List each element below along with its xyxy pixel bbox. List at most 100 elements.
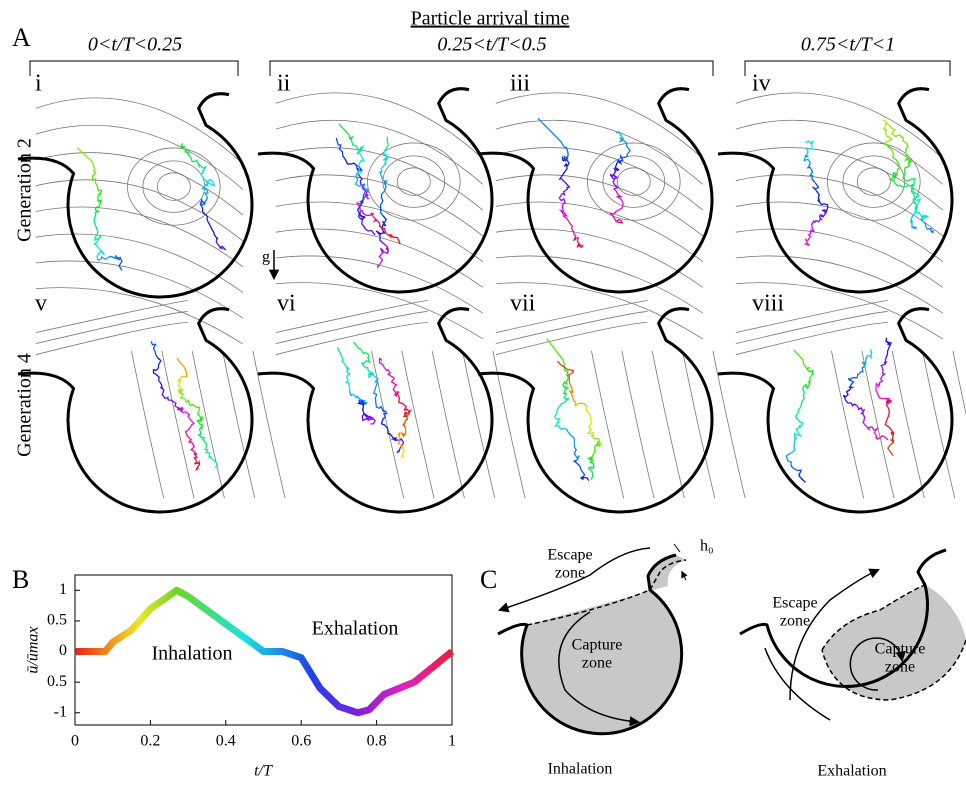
trajectory: [556, 360, 575, 374]
trajectory: [790, 464, 798, 472]
streamline: [222, 350, 256, 499]
trajectory: [848, 381, 855, 392]
trajectory: [357, 401, 365, 411]
time-range: 0<t/T<0.25: [88, 34, 182, 56]
trajectory: [380, 158, 388, 173]
trajectory: [91, 170, 98, 187]
trajectory: [178, 406, 184, 414]
vortex-line: [127, 147, 221, 226]
trajectory: [793, 432, 802, 439]
subpanel-label: v: [35, 291, 47, 317]
trajectory: [619, 139, 632, 155]
trajectory: [856, 405, 865, 412]
streamline: [735, 311, 888, 345]
trajectory: [579, 475, 590, 481]
trajectory: [197, 434, 208, 448]
annotation: Exhalation: [312, 618, 399, 640]
subpanel: iii: [477, 71, 714, 340]
trajectory: [844, 397, 858, 407]
y-tick-label: 0: [59, 642, 67, 659]
zone-label: zone: [582, 655, 612, 672]
streamline: [735, 228, 944, 288]
trajectory: [96, 255, 109, 262]
vortex-line: [156, 172, 191, 201]
subpanel-label: iii: [510, 71, 530, 97]
row-label: Generation 4: [14, 353, 36, 457]
streamline: [735, 119, 944, 185]
x-tick-label: 1: [448, 733, 456, 750]
trajectory: [381, 179, 389, 195]
subpanel: vii: [477, 291, 746, 514]
trajectory: [587, 422, 595, 436]
y-tick-label: 1: [59, 581, 67, 598]
streamline: [131, 350, 165, 499]
trajectory: [587, 456, 594, 462]
trajectory: [927, 227, 935, 234]
trajectory: [615, 218, 624, 224]
chamber-wall: [717, 307, 954, 514]
vortex-line: [827, 142, 921, 221]
chamber-wall: [257, 87, 494, 294]
trajectory: [570, 225, 577, 242]
vortex-line: [142, 160, 206, 213]
trajectory: [811, 178, 820, 192]
trajectory: [572, 459, 586, 477]
trajectory: [890, 172, 898, 187]
trajectory: [558, 203, 566, 216]
x-tick-label: 0.8: [367, 733, 387, 750]
streamline: [371, 350, 405, 499]
trajectory: [880, 363, 887, 377]
trajectory: [185, 399, 201, 413]
zone-label: Capture: [875, 641, 926, 658]
trajectory: [95, 198, 102, 208]
trajectory: [558, 174, 571, 189]
streamline: [35, 206, 244, 267]
subpanel: iv: [717, 71, 954, 340]
trajectory: [179, 392, 187, 403]
vortex-line: [382, 155, 446, 208]
trajectory: [910, 180, 916, 201]
trajectory: [200, 170, 216, 187]
trajectory: [847, 376, 858, 383]
trajectory: [800, 386, 805, 407]
trajectory: [335, 137, 344, 156]
streamline: [621, 350, 655, 499]
trajectory: [96, 250, 105, 260]
trajectory: [886, 439, 895, 457]
trajectory: [615, 198, 624, 213]
trajectory: [537, 117, 568, 150]
streamline: [495, 322, 648, 356]
trajectory: [358, 175, 363, 187]
trajectory: [360, 354, 371, 366]
chamber-wall: [717, 87, 954, 294]
trajectory: [396, 442, 405, 454]
trajectory: [803, 383, 811, 390]
trajectory: [177, 375, 185, 382]
streamline: [682, 350, 716, 499]
trajectory: [373, 392, 382, 409]
streamline: [275, 300, 428, 333]
streamline: [495, 255, 704, 314]
trajectory: [871, 426, 879, 438]
dimension-label: h₀: [700, 538, 714, 555]
streamline: [35, 322, 188, 356]
trajectory: [860, 409, 866, 422]
trajectory: [348, 137, 360, 152]
trajectory: [203, 179, 215, 188]
streamline: [922, 350, 956, 499]
panel-b: 0 0.2 0.4 0.6 0.8 1 1 0.5 0 0.5 -1: [47, 581, 456, 750]
trajectory: [891, 431, 895, 443]
y-tick-label: -1: [54, 703, 67, 720]
streamline: [735, 322, 888, 356]
streamline: [712, 350, 746, 499]
trajectory: [884, 141, 895, 155]
chamber-wall: [17, 307, 254, 514]
streamline: [252, 350, 286, 499]
subpanel-label: viii: [752, 291, 784, 317]
trajectory: [811, 220, 816, 233]
trajectory: [557, 425, 567, 431]
trajectory: [609, 211, 617, 223]
x-tick-label: 0.6: [291, 733, 311, 750]
trajectory: [892, 134, 908, 144]
trajectory: [804, 147, 810, 157]
